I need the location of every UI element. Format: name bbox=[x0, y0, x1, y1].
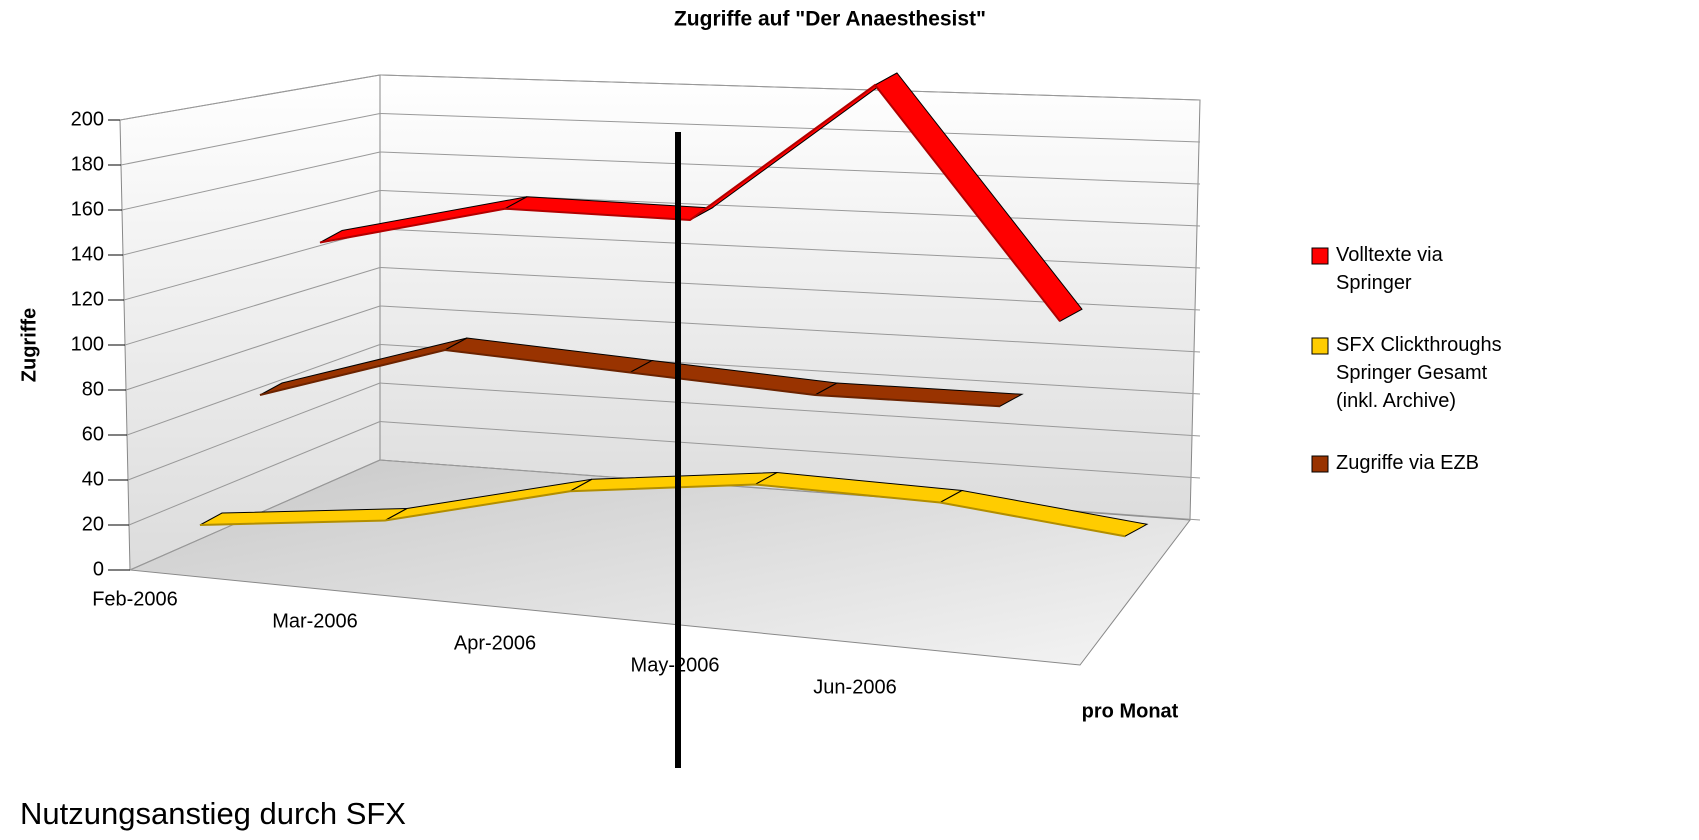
grid-line bbox=[379, 305, 1201, 353]
series-line bbox=[199, 483, 1126, 538]
back-wall bbox=[379, 74, 1201, 521]
y-axis-label: Zugriffe bbox=[18, 308, 40, 382]
y-tick-label: 80 bbox=[82, 378, 104, 400]
x-tick-label: Apr-2006 bbox=[454, 632, 536, 654]
legend-label: Zugriffe via EZB bbox=[1336, 452, 1479, 474]
legend-label: SFX Clickthroughs Springer Gesamt (inkl. A… bbox=[1336, 334, 1502, 412]
series-line bbox=[319, 83, 1061, 322]
grid-line bbox=[119, 74, 381, 121]
legend-swatch bbox=[1311, 247, 1329, 265]
grid-line bbox=[379, 151, 1201, 185]
x-tick-label: Mar-2006 bbox=[272, 610, 358, 632]
grid-line bbox=[127, 382, 381, 481]
x-axis-label: pro Monat bbox=[1082, 700, 1179, 722]
legend-label: Volltexte via Springer bbox=[1336, 244, 1444, 294]
x-tick-label: Jun-2006 bbox=[813, 676, 896, 698]
y-tick-label: 180 bbox=[71, 153, 104, 175]
grid-line bbox=[128, 421, 381, 526]
y-tick-label: 20 bbox=[82, 513, 104, 535]
grid-line bbox=[379, 228, 1201, 269]
y-tick-label: 100 bbox=[71, 333, 104, 355]
y-tick-label: 140 bbox=[71, 243, 104, 265]
y-tick-label: 120 bbox=[71, 288, 104, 310]
grid-line bbox=[125, 305, 381, 391]
grid-line bbox=[122, 190, 381, 256]
y-tick-label: 200 bbox=[71, 108, 104, 130]
grid-line bbox=[121, 151, 381, 211]
grid-line bbox=[379, 421, 1201, 479]
grid-line bbox=[379, 74, 1201, 101]
grid-line bbox=[120, 113, 381, 166]
grid-line bbox=[379, 382, 1201, 437]
grid-line bbox=[379, 190, 1201, 227]
y-tick-label: 60 bbox=[82, 423, 104, 445]
grid-line bbox=[379, 113, 1201, 143]
y-tick-label: 0 bbox=[93, 558, 104, 580]
grid-line bbox=[126, 344, 381, 436]
legend-swatch bbox=[1311, 337, 1329, 355]
series-line bbox=[259, 348, 1001, 408]
y-tick-label: 40 bbox=[82, 468, 104, 490]
grid-line bbox=[124, 267, 381, 346]
annotation: Nutzungsanstieg durch SFX bbox=[20, 796, 406, 831]
y-tick-label: 160 bbox=[71, 198, 104, 220]
chart-title: Zugriffe auf "Der Anaesthesist" bbox=[674, 8, 986, 31]
x-tick-label: Feb-2006 bbox=[92, 588, 178, 610]
grid-line bbox=[123, 228, 381, 301]
legend-swatch bbox=[1311, 455, 1329, 473]
